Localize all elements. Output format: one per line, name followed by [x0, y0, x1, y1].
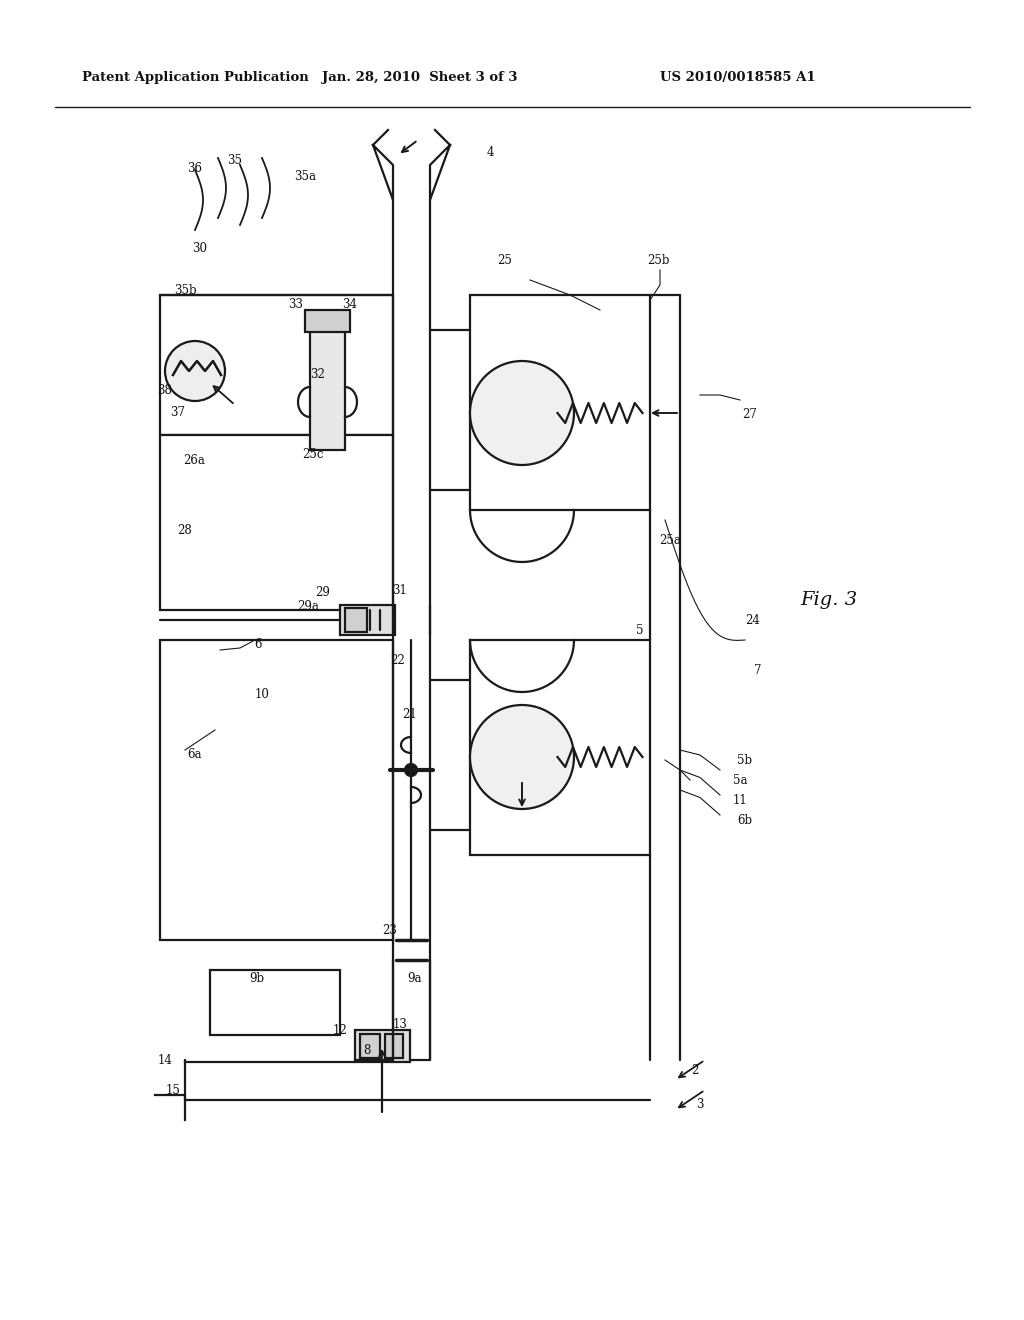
Text: 35: 35 [227, 153, 243, 166]
Text: Jan. 28, 2010  Sheet 3 of 3: Jan. 28, 2010 Sheet 3 of 3 [323, 71, 518, 84]
Text: 31: 31 [392, 585, 408, 598]
Bar [160, 640, 393, 940]
Text: 27: 27 [742, 408, 758, 421]
Text: 25: 25 [498, 253, 512, 267]
Text: 12: 12 [333, 1023, 347, 1036]
Bar [310, 325, 345, 450]
Circle shape [470, 360, 574, 465]
Text: 6: 6 [254, 639, 262, 652]
Bar [345, 609, 367, 632]
Text: Patent Application Publication: Patent Application Publication [82, 71, 309, 84]
Text: 21: 21 [402, 709, 418, 722]
Text: 37: 37 [171, 407, 185, 420]
Bar [340, 605, 395, 635]
Text: 30: 30 [193, 242, 208, 255]
Text: 15: 15 [166, 1084, 180, 1097]
Bar [360, 1034, 380, 1059]
Text: 33: 33 [289, 298, 303, 312]
Text: 10: 10 [255, 689, 269, 701]
Text: 26a: 26a [183, 454, 205, 466]
Bar [385, 1034, 403, 1059]
Bar [160, 436, 393, 610]
Text: 5a: 5a [733, 774, 748, 787]
Text: 24: 24 [745, 614, 761, 627]
Text: 6a: 6a [186, 748, 202, 762]
Text: US 2010/0018585 A1: US 2010/0018585 A1 [660, 71, 816, 84]
Text: 22: 22 [390, 653, 406, 667]
Text: 2: 2 [691, 1064, 698, 1077]
Text: 7: 7 [755, 664, 762, 676]
Text: Fig. 3: Fig. 3 [800, 591, 857, 609]
Bar [355, 1030, 410, 1063]
Bar [305, 310, 350, 333]
Text: 35b: 35b [174, 284, 197, 297]
Text: 4: 4 [486, 145, 494, 158]
Text: 8: 8 [364, 1044, 371, 1056]
Text: 13: 13 [392, 1019, 408, 1031]
Text: 9b: 9b [250, 972, 264, 985]
Text: 32: 32 [310, 368, 326, 381]
Text: 6b: 6b [737, 813, 753, 826]
Text: 29a: 29a [297, 601, 318, 614]
Text: 29: 29 [315, 586, 331, 599]
Bar [160, 294, 393, 436]
Text: 25b: 25b [647, 253, 670, 267]
Circle shape [406, 764, 417, 776]
Text: 25a: 25a [659, 533, 681, 546]
Circle shape [165, 341, 225, 401]
Bar [210, 970, 340, 1035]
Text: 11: 11 [732, 793, 748, 807]
Text: 25c: 25c [302, 449, 324, 462]
Circle shape [470, 705, 574, 809]
Text: 36: 36 [187, 161, 203, 174]
Text: 5: 5 [636, 623, 644, 636]
Text: 14: 14 [158, 1053, 172, 1067]
Text: 3: 3 [696, 1098, 703, 1111]
Text: 28: 28 [177, 524, 193, 536]
Bar [470, 640, 650, 855]
Bar [470, 294, 650, 510]
Text: 23: 23 [383, 924, 397, 936]
Text: 5b: 5b [737, 754, 753, 767]
Text: 34: 34 [342, 298, 357, 312]
Text: 9a: 9a [408, 972, 422, 985]
Text: 38: 38 [158, 384, 172, 396]
Text: 35a: 35a [294, 169, 316, 182]
